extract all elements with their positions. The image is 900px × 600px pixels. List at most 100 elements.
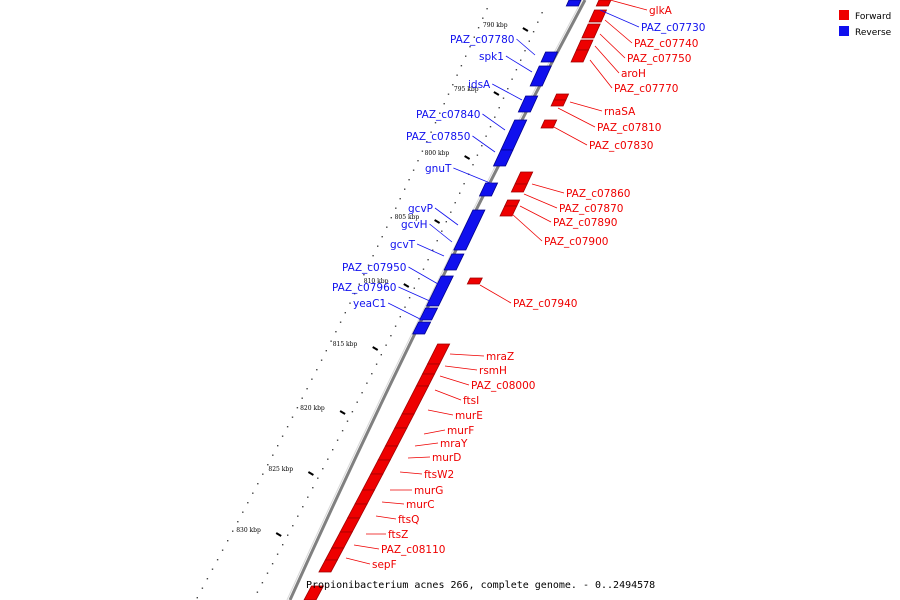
- reference-dot: [507, 88, 509, 90]
- reference-dot: [358, 283, 360, 285]
- reference-dot: [311, 378, 313, 380]
- reference-dot: [330, 340, 332, 342]
- forward-gene-label: PAZ_c07860: [566, 188, 630, 200]
- reference-dot: [537, 21, 539, 23]
- label-leader-line: [427, 409, 454, 416]
- reference-dot: [422, 268, 425, 270]
- label-leader-line: [511, 213, 543, 242]
- reference-dot: [320, 359, 323, 361]
- label-leader-line: [381, 501, 405, 505]
- forward-gene-block: [324, 547, 345, 561]
- reference-dot: [266, 572, 269, 574]
- tick-label: 825 kbp: [268, 466, 293, 473]
- label-leader-line: [523, 193, 558, 209]
- label-leader-line: [449, 353, 485, 357]
- tick-mark: [275, 532, 282, 537]
- reverse-gene-block: [453, 209, 486, 251]
- reference-dot: [404, 188, 406, 190]
- reference-dot: [371, 373, 373, 375]
- reference-dot: [351, 411, 354, 413]
- reference-dot: [196, 597, 198, 599]
- reference-dot: [322, 468, 324, 470]
- reference-dot: [511, 78, 513, 80]
- reference-dot: [372, 255, 374, 257]
- reference-dot: [445, 221, 447, 223]
- forward-gene-label: PAZ_c07740: [634, 38, 698, 50]
- reference-dot: [361, 392, 363, 394]
- reference-dot: [377, 245, 379, 247]
- reference-dot: [412, 169, 415, 171]
- reference-dot: [494, 116, 496, 118]
- reference-dot: [450, 211, 452, 213]
- label-leader-line: [516, 38, 536, 56]
- label-leader-line: [407, 456, 431, 459]
- reference-dot: [404, 306, 406, 308]
- reference-dot: [481, 145, 483, 147]
- reverse-gene-block: [425, 275, 454, 307]
- label-leader-line: [398, 286, 433, 303]
- reference-dots: [196, 8, 543, 599]
- tick-mark: [493, 91, 500, 96]
- forward-gene-label: PAZ_c07750: [627, 53, 691, 65]
- reference-dot: [211, 568, 214, 570]
- tick-label: 830 kbp: [236, 527, 261, 534]
- forward-gene-block: [370, 459, 391, 475]
- label-leader-line: [387, 302, 423, 321]
- label-leader-line: [375, 515, 397, 520]
- reverse-gene-label: gcvP: [408, 203, 433, 215]
- reverse-gene-block: [412, 321, 432, 335]
- reference-dot: [276, 553, 279, 555]
- forward-gene-block: [426, 343, 451, 365]
- reverse-gene-label: PAZ_c07780: [450, 34, 514, 46]
- reference-dot: [332, 449, 334, 451]
- tick-mark: [372, 346, 379, 351]
- forward-gene-label: murF: [447, 425, 474, 437]
- reverse-gene-block: [517, 95, 539, 113]
- label-leader-line: [434, 389, 462, 401]
- reference-dot: [227, 540, 229, 542]
- label-leader-line: [609, 0, 648, 11]
- label-leader-line: [589, 59, 613, 89]
- label-leader-line: [453, 167, 496, 186]
- tick-label: 790 kbp: [483, 22, 508, 29]
- tick-label: 800 kbp: [425, 150, 450, 157]
- reference-dot: [301, 397, 303, 399]
- reference-dot: [306, 388, 308, 390]
- forward-gene-block: [339, 517, 361, 533]
- kbp-ticks: 790 kbp 795 kbp 800 kbp 805 kbp 810 kbp 815 k…: [236, 22, 529, 537]
- forward-gene-label: PAZ_c07810: [597, 122, 661, 134]
- reference-dot: [353, 293, 356, 295]
- reference-dot: [408, 297, 411, 299]
- reference-dot: [296, 407, 299, 409]
- reference-dot: [473, 36, 475, 38]
- forward-gene-block: [384, 427, 408, 447]
- reference-dot: [498, 107, 500, 109]
- legend-forward-swatch: [839, 10, 849, 20]
- label-leader-line: [599, 9, 640, 28]
- forward-gene-block: [510, 183, 528, 193]
- forward-gene-block: [361, 473, 384, 491]
- reference-dot: [460, 65, 463, 67]
- tick-mark: [307, 471, 314, 476]
- reference-dot: [346, 420, 349, 422]
- reverse-gene-block: [478, 182, 499, 197]
- reverse-gene-label: gnuT: [425, 163, 452, 175]
- legend-reverse-label: Reverse: [855, 28, 892, 38]
- reference-dot: [221, 549, 224, 551]
- reference-dot: [399, 198, 401, 200]
- reference-dot: [316, 369, 318, 371]
- reference-dot: [408, 179, 410, 181]
- forward-gene-label: aroH: [621, 68, 646, 80]
- reverse-gene-label: spk1: [479, 51, 504, 63]
- gene-labels: PAZ_c07780 spk1 idsA PAZ_c07840 PAZ_c07850gn…: [332, 0, 705, 571]
- forward-gene-block: [514, 171, 534, 185]
- reference-dot: [307, 496, 309, 498]
- forward-gene-block: [401, 385, 430, 415]
- reference-dot: [430, 131, 432, 133]
- tick-label: 820 kbp: [300, 405, 325, 412]
- reference-dot: [317, 477, 319, 479]
- label-leader-line: [416, 243, 445, 257]
- tick-mark: [434, 219, 441, 224]
- reference-dot: [282, 544, 284, 546]
